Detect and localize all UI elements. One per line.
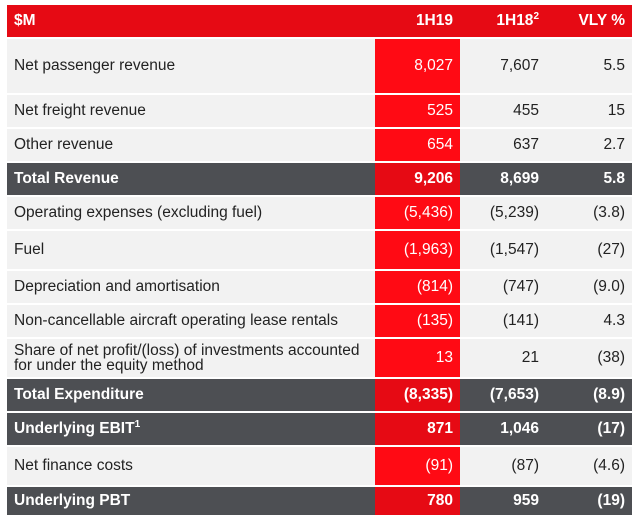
value-1h19: 9,206 (375, 162, 460, 197)
header-1h18-footnote: 2 (533, 10, 539, 22)
value-1h19: 8,027 (375, 38, 460, 95)
value-1h18: 637 (460, 128, 546, 163)
row-label-text: Underlying EBIT (14, 420, 135, 437)
table-body: Net passenger revenue 8,027 7,607 5.5 Net fr… (7, 38, 632, 517)
value-vly: (17) (546, 412, 632, 447)
table-row: Other revenue 654 637 2.7 (7, 128, 632, 163)
value-1h18: (87) (460, 446, 546, 487)
row-label-text: Operating expenses (excluding fuel) (14, 204, 263, 221)
value-1h18: (141) (460, 304, 546, 339)
row-label: Share of net profit/(loss) of investment… (7, 338, 375, 379)
row-label: Depreciation and amortisation (7, 270, 375, 305)
value-1h18: 8,699 (460, 162, 546, 197)
value-vly: (27) (546, 230, 632, 271)
row-label-text: Net finance costs (14, 457, 133, 474)
value-1h18: 7,607 (460, 38, 546, 95)
row-label: Other revenue (7, 128, 375, 163)
value-vly: (9.0) (546, 270, 632, 305)
value-vly: (4.6) (546, 446, 632, 487)
table-row: Total Revenue 9,206 8,699 5.8 (7, 162, 632, 197)
value-1h18: 21 (460, 338, 546, 379)
value-vly: 5.5 (546, 38, 632, 95)
table-row: Share of net profit/(loss) of investment… (7, 338, 632, 379)
table-row: Net freight revenue 525 455 15 (7, 94, 632, 129)
value-1h19: 780 (375, 486, 460, 517)
row-label: Total Expenditure (7, 378, 375, 413)
row-label-text: Total Revenue (14, 170, 119, 187)
value-vly: (38) (546, 338, 632, 379)
row-label-text: Total Expenditure (14, 386, 144, 403)
value-vly: (8.9) (546, 378, 632, 413)
value-1h18: (1,547) (460, 230, 546, 271)
value-1h18: 959 (460, 486, 546, 517)
row-label-footnote: 1 (134, 418, 141, 430)
table-row: Net finance costs (91) (87) (4.6) (7, 446, 632, 487)
row-label: Non-cancellable aircraft operating lease… (7, 304, 375, 339)
value-1h19: 13 (375, 338, 460, 379)
income-statement-table: $M 1H19 1H182 VLY % Net passenger revenu… (7, 5, 632, 517)
header-vly: VLY % (546, 5, 632, 39)
table-row: Depreciation and amortisation (814) (747)(… (7, 270, 632, 305)
value-1h19: (8,335) (375, 378, 460, 413)
header-row: $M 1H19 1H182 VLY % (7, 5, 632, 39)
value-1h19: (1,963) (375, 230, 460, 271)
row-label-text: Other revenue (14, 136, 114, 153)
row-label-text: Fuel (14, 241, 45, 258)
table-row: Operating expenses (excluding fuel) (5,43… (7, 196, 632, 231)
row-label: Net passenger revenue (7, 38, 375, 95)
value-1h19: (5,436) (375, 196, 460, 231)
row-label: Operating expenses (excluding fuel) (7, 196, 375, 231)
table-row: Total Expenditure (8,335) (7,653) (8.9) (7, 378, 632, 413)
value-vly: 2.7 (546, 128, 632, 163)
row-label-text: Net passenger revenue (14, 57, 176, 74)
header-1h19: 1H19 (375, 5, 460, 39)
row-label-text: Non-cancellable aircraft operating lease… (14, 312, 338, 329)
value-1h18: 455 (460, 94, 546, 129)
header-1h18-text: 1H18 (496, 12, 534, 29)
table-row: Underlying PBT 780 959 (19) (7, 486, 632, 517)
header-1h18: 1H182 (460, 5, 546, 39)
value-1h18: 1,046 (460, 412, 546, 447)
value-1h19: 525 (375, 94, 460, 129)
value-1h19: 871 (375, 412, 460, 447)
value-1h18: (7,653) (460, 378, 546, 413)
value-1h19: 654 (375, 128, 460, 163)
row-label: Underlying PBT (7, 486, 375, 517)
row-label: Underlying EBIT1 (7, 412, 375, 447)
value-1h19: (91) (375, 446, 460, 487)
value-vly: 5.8 (546, 162, 632, 197)
table-row: Net passenger revenue 8,027 7,607 5.5 (7, 38, 632, 95)
row-label: Fuel (7, 230, 375, 271)
value-1h18: (747) (460, 270, 546, 305)
value-vly: 15 (546, 94, 632, 129)
table-row: Underlying EBIT1 871 1,046 (17) (7, 412, 632, 447)
value-vly: 4.3 (546, 304, 632, 339)
table-row: Fuel (1,963) (1,547) (27) (7, 230, 632, 271)
value-1h18: (5,239) (460, 196, 546, 231)
row-label: Total Revenue (7, 162, 375, 197)
value-vly: (3.8) (546, 196, 632, 231)
row-label-text: Depreciation and amortisation (14, 278, 220, 295)
row-label: Net freight revenue (7, 94, 375, 129)
value-1h19: (135) (375, 304, 460, 339)
table-row: Non-cancellable aircraft operating lease… (7, 304, 632, 339)
row-label-text: Share of net profit/(loss) of investment… (14, 342, 360, 374)
header-units: $M (7, 5, 375, 39)
row-label-text: Underlying PBT (14, 492, 131, 509)
row-label-text: Net freight revenue (14, 102, 146, 119)
row-label: Net finance costs (7, 446, 375, 487)
value-1h19: (814) (375, 270, 460, 305)
value-vly: (19) (546, 486, 632, 517)
